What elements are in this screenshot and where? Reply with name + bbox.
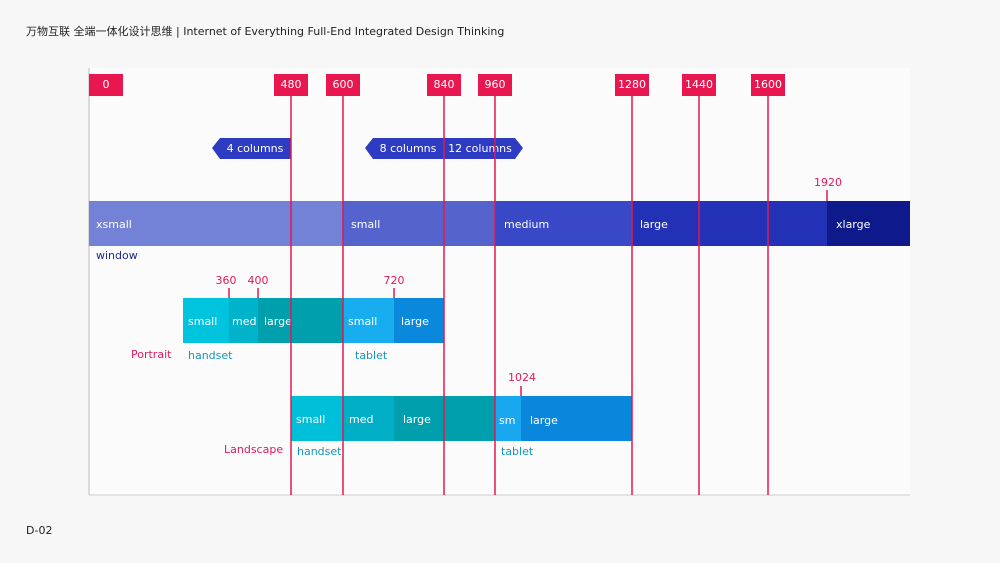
column-arrows: 4 columns 8 columns 12 columns xyxy=(212,138,523,159)
breakpoint-box xyxy=(326,74,360,96)
breakpoint-box xyxy=(615,74,649,96)
arrow xyxy=(365,138,444,159)
arrow xyxy=(444,138,523,159)
segment-label: med xyxy=(232,315,256,328)
segment xyxy=(394,298,444,343)
breakpoint-label: 960 xyxy=(485,78,506,91)
segment-label: medium xyxy=(504,218,549,231)
group-label: tablet xyxy=(501,445,534,458)
window-bar: xsmall small medium large xlarge window … xyxy=(89,176,910,262)
marker-label: 360 xyxy=(216,274,237,287)
portrait-row: small med large small large 360 400 720 … xyxy=(131,274,444,362)
segment-label: xlarge xyxy=(836,218,871,231)
segment-label: xsmall xyxy=(96,218,132,231)
segment xyxy=(495,201,632,246)
breakpoint-label: 0 xyxy=(103,78,110,91)
segment xyxy=(291,396,343,441)
marker-label: 720 xyxy=(384,274,405,287)
page-title: 万物互联 全端一体化设计思维 | Internet of Everything … xyxy=(26,24,504,38)
segment xyxy=(229,298,258,343)
segment-label: large xyxy=(401,315,429,328)
arrow-label: 8 columns xyxy=(380,142,437,155)
group-label: handset xyxy=(188,349,233,362)
segment-label: large xyxy=(640,218,668,231)
segment xyxy=(632,201,827,246)
segment-label: large xyxy=(530,414,558,427)
breakpoint-box xyxy=(751,74,785,96)
segment-label: med xyxy=(349,413,373,426)
breakpoint-label: 840 xyxy=(434,78,455,91)
breakpoints: 0 480 600 840 960 1280 1440 1600 xyxy=(89,74,785,495)
segment xyxy=(183,298,229,343)
segment-label: small xyxy=(296,413,325,426)
segment-label: small xyxy=(351,218,380,231)
group-label: tablet xyxy=(355,349,388,362)
marker-label: 400 xyxy=(248,274,269,287)
breakpoint-box xyxy=(89,74,123,96)
segment xyxy=(827,201,910,246)
segment xyxy=(343,298,394,343)
breakpoint-box xyxy=(682,74,716,96)
segment xyxy=(343,201,495,246)
breakpoint-box xyxy=(427,74,461,96)
group-label: handset xyxy=(297,445,342,458)
row-label: Portrait xyxy=(131,348,172,361)
segment xyxy=(258,298,343,343)
segment-label: small xyxy=(188,315,217,328)
breakpoint-label: 1600 xyxy=(754,78,782,91)
page-number: D-02 xyxy=(26,524,52,537)
marker-label: 1024 xyxy=(508,371,536,384)
segment xyxy=(521,396,632,441)
segment-label: large xyxy=(403,413,431,426)
segment xyxy=(343,396,394,441)
segment-label: sm xyxy=(499,414,515,427)
arrow-label: 12 columns xyxy=(448,142,512,155)
segment-label: small xyxy=(348,315,377,328)
breakpoint-label: 1280 xyxy=(618,78,646,91)
segment xyxy=(89,201,343,246)
segment xyxy=(495,396,521,441)
breakpoint-label: 600 xyxy=(333,78,354,91)
breakpoint-label: 480 xyxy=(281,78,302,91)
breakpoint-box xyxy=(478,74,512,96)
row-label: Landscape xyxy=(224,443,283,456)
segment-label: large xyxy=(264,315,292,328)
marker-label: 1920 xyxy=(814,176,842,189)
breakpoint-box xyxy=(274,74,308,96)
arrow-label: 4 columns xyxy=(227,142,284,155)
breakpoint-label: 1440 xyxy=(685,78,713,91)
arrow xyxy=(212,138,291,159)
row-label: window xyxy=(96,249,138,262)
